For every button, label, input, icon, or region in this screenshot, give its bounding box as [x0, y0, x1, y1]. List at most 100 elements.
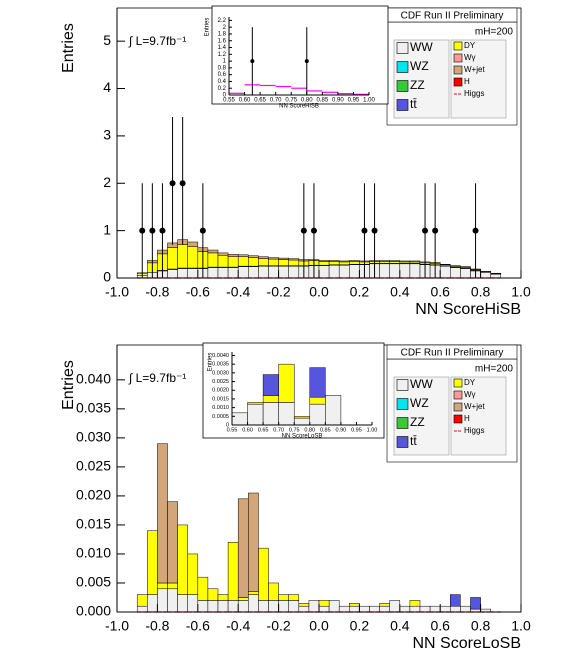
y-tick-label: 1.4	[218, 45, 227, 51]
histogram-bar	[389, 261, 401, 264]
y-tick-label: 1	[103, 221, 111, 237]
x-axis-label: NN ScoreLoSB	[413, 635, 522, 652]
legend-label: ZZ	[410, 415, 425, 429]
histogram-bar	[278, 259, 289, 266]
histogram-bar	[399, 260, 411, 263]
histogram-bar	[248, 255, 259, 258]
legend-swatch	[453, 77, 463, 87]
histogram-bar	[389, 260, 401, 262]
histogram-bar	[278, 600, 289, 613]
y-tick-label: 0.015	[76, 516, 111, 532]
histogram-bar	[293, 416, 311, 419]
y-tick-label: 0.6	[218, 72, 227, 78]
x-tick-label: 0.70	[273, 427, 284, 433]
histogram-bar	[419, 605, 431, 613]
histogram-bar	[298, 603, 310, 607]
x-tick-label: 0.2	[350, 618, 370, 634]
legend-swatch	[396, 61, 409, 73]
histogram-bar	[389, 263, 401, 279]
histogram-bar	[258, 258, 269, 266]
histogram-bar	[328, 264, 340, 279]
data-point	[361, 227, 368, 234]
legend-label: WZ	[410, 396, 429, 410]
y-tick-label: 0.030	[76, 429, 111, 445]
histogram-bar	[470, 597, 481, 610]
legend-swatch	[453, 390, 463, 400]
x-tick-label: 0.85	[316, 98, 328, 104]
histogram-bar	[231, 412, 248, 426]
y-tick-label: 0.010	[76, 545, 111, 561]
y-tick-label: 0	[223, 93, 227, 99]
histogram-bar	[460, 268, 471, 279]
histogram-bar	[237, 600, 249, 613]
data-point	[250, 59, 255, 64]
y-tick-label: 0.0010	[212, 405, 229, 411]
x-tick-label: 0.65	[254, 98, 266, 104]
histogram-bar	[147, 594, 158, 613]
histogram-bar	[136, 594, 148, 607]
legend-swatch	[453, 414, 463, 424]
x-tick-label: 0.8	[471, 284, 491, 300]
data-point	[159, 227, 166, 234]
histogram-bar	[268, 265, 279, 279]
x-tick-label: -1.0	[105, 618, 129, 634]
histogram-bar	[278, 594, 289, 601]
histogram-bar	[262, 374, 279, 396]
histogram-bar	[227, 600, 239, 613]
x-tick-label: 0.70	[270, 98, 282, 104]
histogram-bar	[450, 594, 461, 607]
x-tick-label: 0.0	[309, 284, 329, 300]
y-tick-label: 0.8	[218, 65, 227, 71]
x-axis-label: NN ScoreLoSB	[282, 434, 323, 440]
histogram-bar	[369, 605, 380, 613]
histogram-bar	[349, 261, 360, 265]
legend-label: tt̄	[410, 434, 417, 448]
x-tick-label: 0.4	[390, 618, 410, 634]
legend-label: W+jet	[464, 402, 485, 411]
histogram-bar	[237, 254, 249, 257]
histogram-bar	[207, 252, 219, 268]
histogram-bar	[288, 594, 300, 601]
x-tick-label: -0.4	[226, 618, 250, 634]
histogram-bar	[167, 501, 178, 584]
x-tick-label: -0.2	[267, 618, 291, 634]
y-tick-label: 1.8	[218, 32, 227, 38]
annotation: ∫ L=9.7fb⁻¹	[128, 371, 186, 385]
histogram-bar	[318, 600, 330, 607]
legend-swatch	[453, 65, 463, 75]
histogram-bar	[338, 605, 350, 613]
histogram-bar	[318, 261, 330, 266]
x-tick-label: -0.2	[267, 284, 291, 300]
x-tick-label: -0.8	[145, 284, 169, 300]
histogram-bar	[268, 257, 279, 260]
data-point	[169, 180, 176, 187]
legend-label: DY	[464, 378, 476, 387]
data-point	[304, 59, 309, 64]
legend-swatch	[396, 80, 409, 92]
histogram-bar	[227, 256, 239, 268]
histogram-bar	[379, 603, 390, 607]
histogram-bar	[248, 257, 259, 267]
histogram-bar	[147, 530, 158, 595]
histogram-bar	[157, 588, 168, 613]
histogram-bar	[309, 403, 326, 426]
histogram-bar	[439, 605, 451, 613]
legend-label: Wγ	[464, 390, 476, 399]
histogram-bar	[207, 267, 219, 279]
histogram-bar	[325, 395, 342, 426]
histogram-bar	[318, 605, 330, 613]
histogram-bar	[237, 266, 249, 279]
histogram-bar	[278, 402, 295, 426]
x-axis-label: NN ScoreHiSB	[415, 301, 521, 318]
y-tick-label: 0.025	[76, 458, 111, 474]
data-point	[149, 227, 156, 234]
y-axis-label: Entries	[208, 353, 214, 372]
histogram-bar	[197, 600, 209, 613]
data-point	[472, 227, 479, 234]
x-tick-label: 0.2	[350, 284, 370, 300]
histogram-bar	[258, 547, 269, 601]
legend-swatch	[396, 42, 409, 54]
histogram-bar	[338, 260, 350, 263]
histogram-bar	[309, 396, 326, 405]
